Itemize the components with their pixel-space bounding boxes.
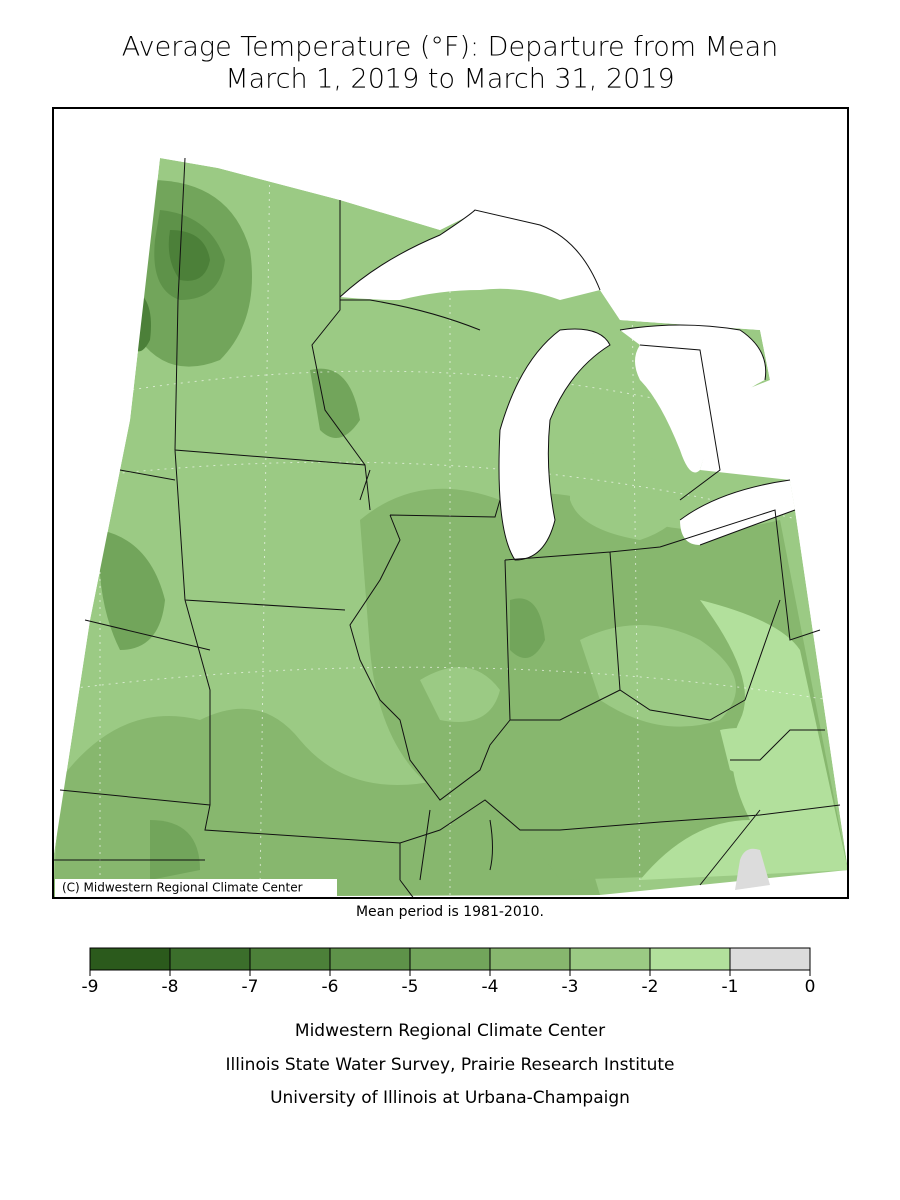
footer-line: Midwestern Regional Climate Center [295, 1021, 605, 1041]
legend: -9 -8 -7 -6 -5 -4 -3 -2 -1 0 [82, 947, 816, 997]
zone [570, 452, 685, 540]
legend-swatch [409, 947, 491, 971]
zone [420, 667, 500, 722]
legend-swatch [569, 947, 651, 971]
lake [680, 480, 795, 545]
legend-swatch [249, 947, 331, 971]
map-frame [52, 107, 849, 899]
zone [510, 598, 545, 658]
legend-tick-label: -1 [722, 977, 739, 997]
footer-line: University of Illinois at Urbana-Champai… [270, 1088, 630, 1108]
lake [620, 325, 766, 473]
legend-swatch [89, 947, 171, 971]
copyright-box [55, 879, 337, 897]
zone [99, 530, 165, 650]
zone [580, 625, 736, 727]
legend-tick-label: -2 [642, 977, 659, 997]
map [53, 108, 848, 898]
zone [735, 848, 770, 890]
land-north [53, 108, 848, 510]
land-east [795, 500, 848, 870]
legend-tick-label: -4 [482, 977, 499, 997]
zone [150, 820, 200, 880]
legend-tick-label: -7 [242, 977, 259, 997]
legend-swatch [729, 947, 811, 971]
legend-tick-label: -3 [562, 977, 579, 997]
legend-swatch [649, 947, 731, 971]
copyright: (C) Midwestern Regional Climate Center [62, 881, 303, 895]
legend-swatch [329, 947, 411, 971]
legend-swatch [489, 947, 571, 971]
land-west [53, 150, 160, 860]
zone [310, 368, 360, 438]
legend-tick-label: -8 [162, 977, 179, 997]
note: Mean period is 1981-2010. [356, 904, 544, 920]
lake [499, 329, 610, 560]
legend-tick-label: -6 [322, 977, 339, 997]
legend-tick-label: -5 [402, 977, 419, 997]
legend-swatch [169, 947, 251, 971]
zone [168, 230, 210, 281]
legend-tick-label: 0 [805, 977, 816, 997]
subtitle: March 1, 2019 to March 31, 2019 [225, 64, 674, 95]
footer-line: Illinois State Water Survey, Prairie Res… [226, 1055, 675, 1075]
title: Average Temperature (°F): Departure from… [122, 32, 778, 63]
legend-tick-label: -9 [82, 977, 99, 997]
